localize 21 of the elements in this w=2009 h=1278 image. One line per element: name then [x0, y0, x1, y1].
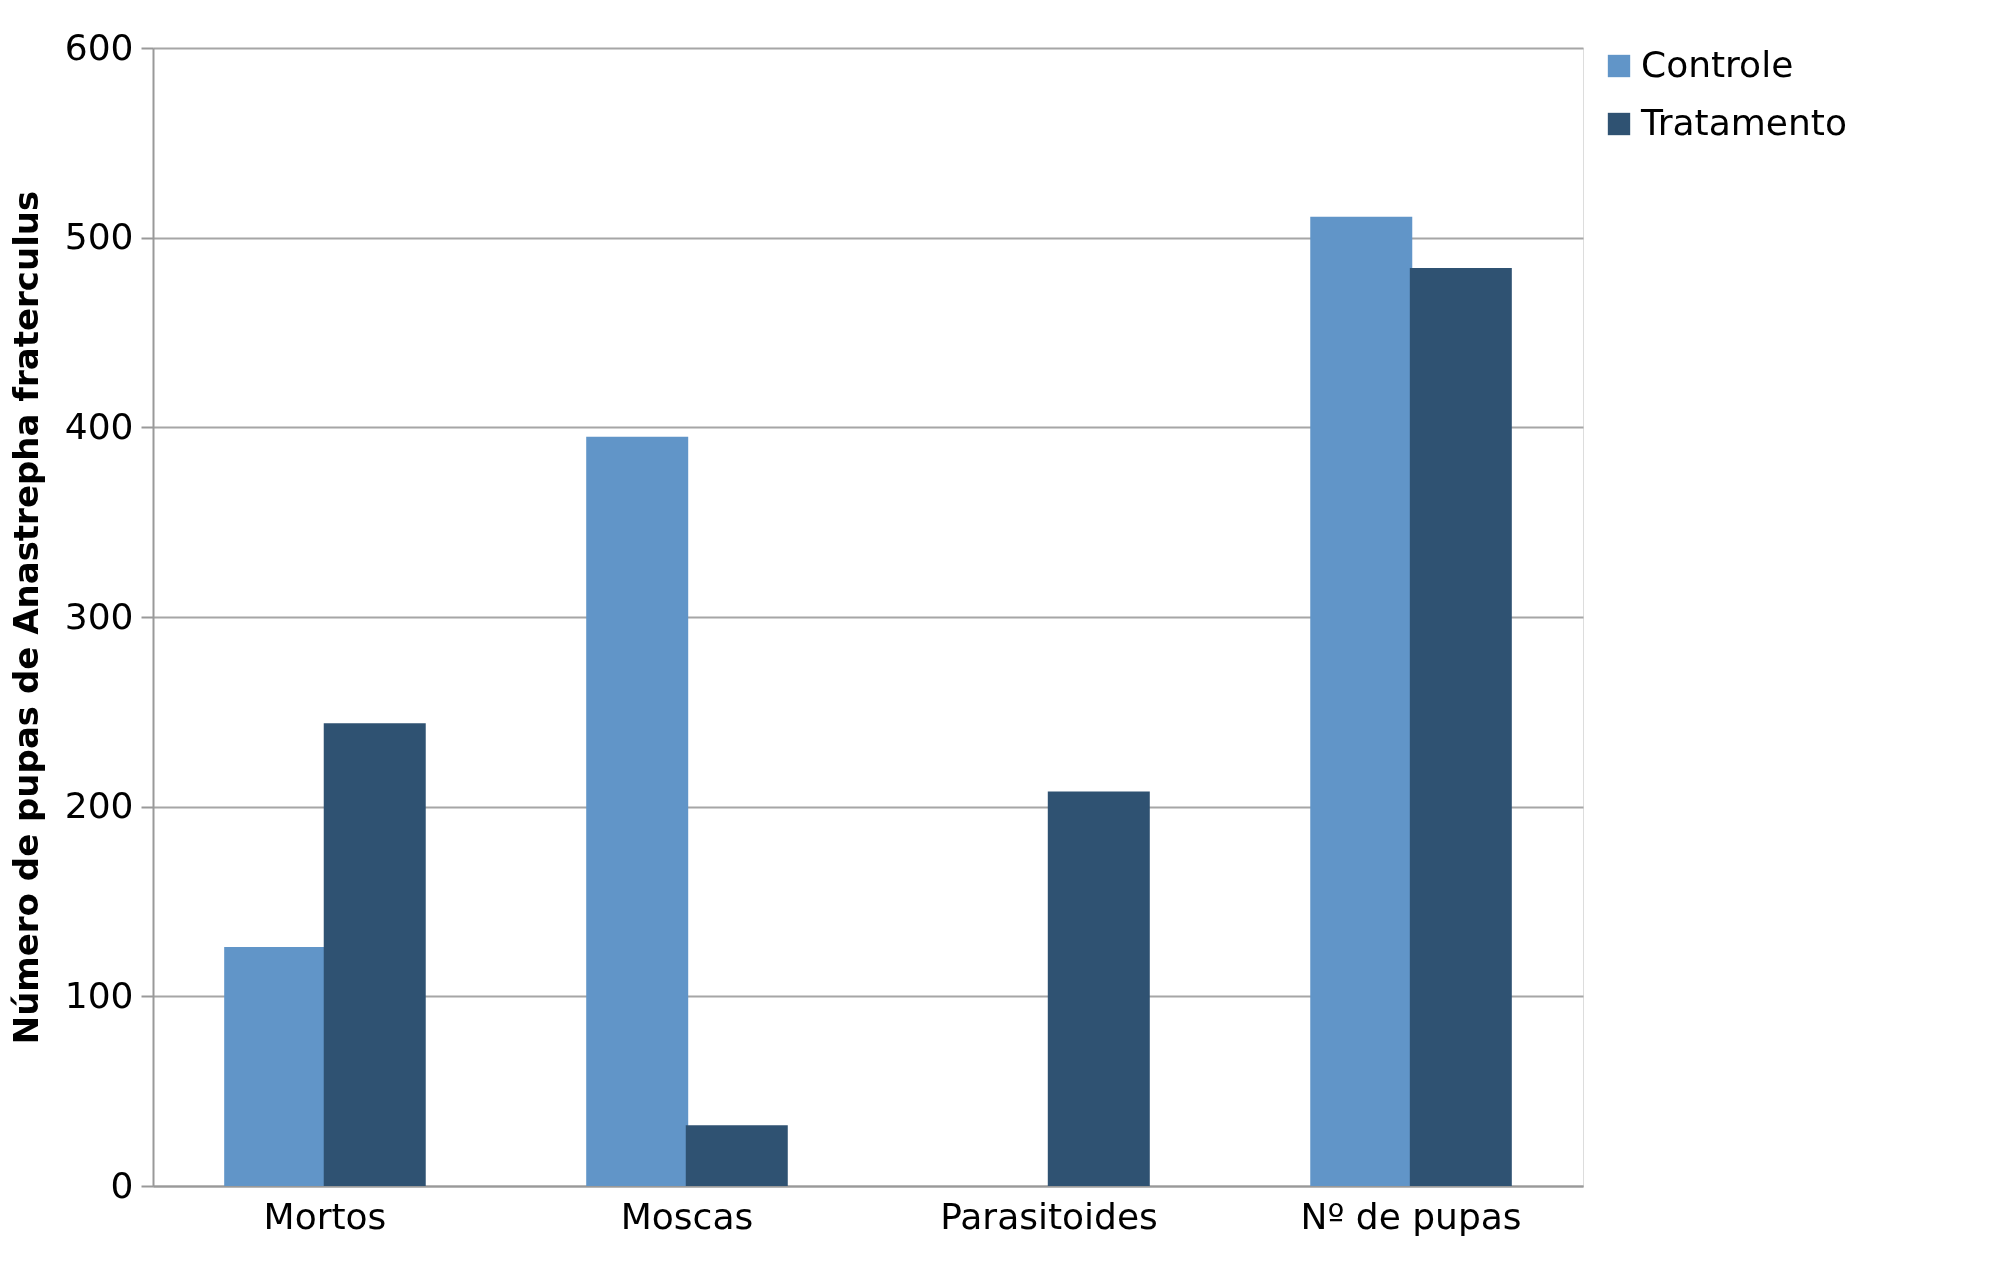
- y-tick-label: 500: [64, 216, 134, 258]
- y-tick-label: 400: [64, 405, 134, 447]
- legend-label: Controle: [1641, 44, 1794, 85]
- y-tick-label: 200: [64, 785, 134, 827]
- bar: [323, 723, 426, 1186]
- x-tick-label: Nº de pupas: [1300, 1195, 1522, 1237]
- bar: [224, 947, 327, 1186]
- bar: [1409, 268, 1512, 1186]
- y-tick-label: 300: [64, 595, 134, 637]
- bar: [586, 436, 689, 1186]
- x-tick-label: Parasitoides: [940, 1195, 1158, 1237]
- bar: [1047, 791, 1150, 1186]
- bar: [685, 1125, 788, 1186]
- legend-label: Tratamento: [1640, 102, 1847, 143]
- bar: [1310, 216, 1413, 1186]
- y-tick-label: 600: [64, 26, 134, 68]
- y-tick-label: 0: [110, 1164, 134, 1206]
- y-tick-label: 100: [64, 974, 134, 1016]
- y-axis-title: Número de pupas de Anastrepha fraterculus: [5, 190, 46, 1045]
- x-tick-label: Mortos: [263, 1195, 387, 1237]
- x-tick-label: Moscas: [620, 1195, 754, 1237]
